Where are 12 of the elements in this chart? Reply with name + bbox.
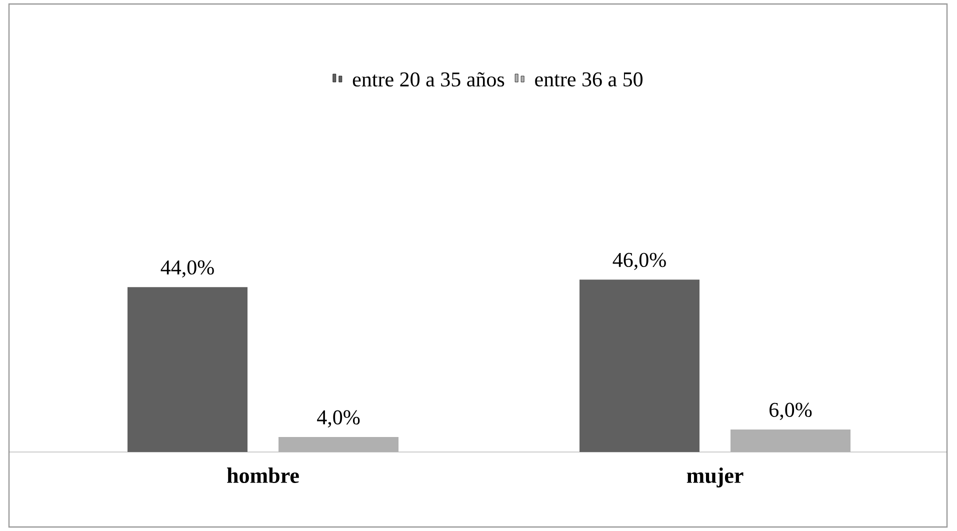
bar (128, 287, 248, 452)
data-label: 44,0% (160, 260, 214, 278)
data-label: 6,0% (770, 402, 812, 420)
x-tick-label: hombre (227, 468, 299, 484)
bar (580, 280, 700, 452)
legend-label: entre 20 a 35 años (352, 72, 504, 87)
legend-label: entre 36 a 50 (535, 72, 643, 86)
bar (278, 437, 399, 452)
data-label: 4,0% (317, 410, 360, 428)
x-tick-label: mujer (686, 468, 744, 488)
bar (730, 430, 851, 452)
data-label: 46,0% (612, 252, 666, 270)
